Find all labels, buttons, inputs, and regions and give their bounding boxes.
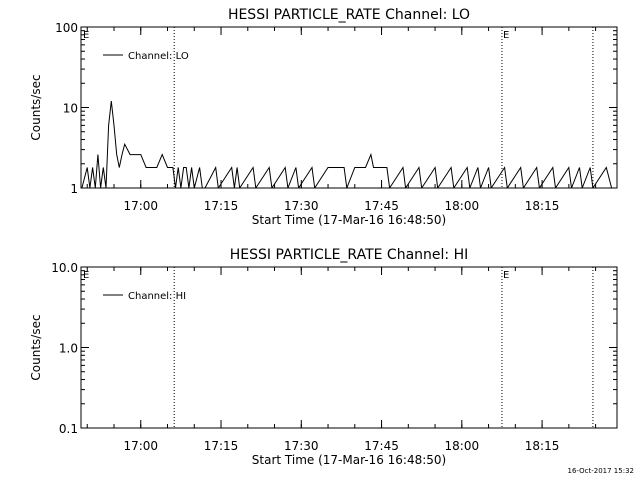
x-tick-label: 17:00	[123, 439, 158, 453]
y-axis-label: Counts/sec	[29, 74, 43, 140]
y-tick-label: 10.0	[51, 261, 78, 275]
x-tick-label: 18:15	[525, 199, 560, 213]
x-tick-label: 17:30	[284, 439, 319, 453]
x-tick-label: 17:45	[364, 439, 399, 453]
y-tick-label: 1	[70, 182, 78, 196]
y-tick-label: 1.0	[59, 342, 78, 356]
chart-panel-2: HESSI PARTICLE_RATE Channel: HI 0.1 1.0 10.…	[29, 247, 618, 467]
chart-title: HESSI PARTICLE_RATE Channel: HI	[230, 247, 468, 263]
legend-entry: Channel: LO	[128, 51, 189, 62]
y-tick-label: 0.1	[59, 422, 78, 436]
y-tick-label: 10	[63, 102, 78, 116]
chart-panel-1: HESSI PARTICLE_RATE Channel: LO 1 10 100 17:…	[29, 7, 618, 227]
event-marker-label: E	[503, 270, 509, 281]
series-line-channel-lo	[81, 101, 613, 188]
x-tick-label: 18:15	[525, 439, 560, 453]
x-tick-label: 17:45	[364, 199, 399, 213]
event-marker-label: E	[503, 30, 509, 41]
footer-timestamp: 16-Oct-2017 15:32	[567, 467, 634, 475]
y-tick-label: 100	[55, 21, 78, 35]
x-tick-label: 17:30	[284, 199, 319, 213]
x-tick-label: 17:15	[204, 439, 239, 453]
legend-entry: Channel: HI	[128, 291, 186, 302]
x-axis-label: Start Time (17-Mar-16 16:48:50)	[252, 213, 446, 227]
x-tick-label: 18:00	[445, 439, 480, 453]
corner-label: E	[83, 270, 89, 281]
chart-title: HESSI PARTICLE_RATE Channel: LO	[228, 7, 470, 23]
y-axis-label: Counts/sec	[29, 314, 43, 380]
x-axis-label: Start Time (17-Mar-16 16:48:50)	[252, 453, 446, 467]
x-tick-label: 17:00	[123, 199, 158, 213]
corner-label: E	[83, 30, 89, 41]
x-tick-label: 18:00	[445, 199, 480, 213]
x-tick-label: 17:15	[204, 199, 239, 213]
